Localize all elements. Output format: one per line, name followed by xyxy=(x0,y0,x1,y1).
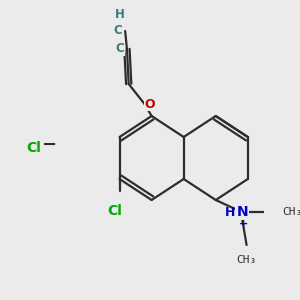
Text: C: C xyxy=(114,25,122,38)
Text: Cl: Cl xyxy=(108,204,123,218)
Text: +: + xyxy=(238,219,248,229)
Text: −: − xyxy=(41,136,56,154)
Text: H: H xyxy=(225,206,235,218)
Text: N: N xyxy=(236,205,248,219)
Text: C: C xyxy=(116,43,124,56)
Text: Cl: Cl xyxy=(26,141,41,155)
Text: H: H xyxy=(115,8,125,22)
Text: O: O xyxy=(145,98,155,110)
Text: CH₃: CH₃ xyxy=(282,207,300,217)
Text: CH₃: CH₃ xyxy=(236,255,257,265)
